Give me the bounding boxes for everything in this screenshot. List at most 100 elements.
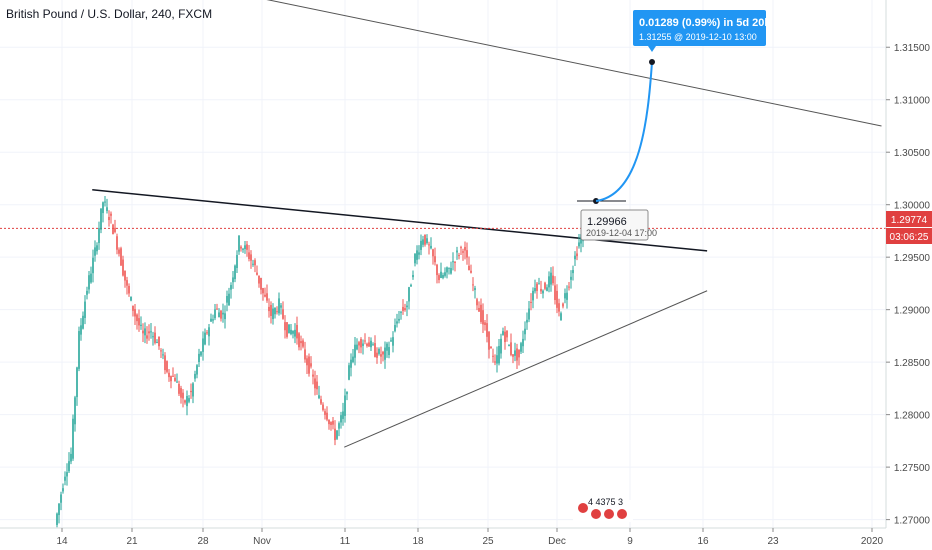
candle-body xyxy=(426,238,428,243)
price-axis[interactable]: 1.31500 1.31000 1.30500 1.30000 1.29500 1.290… xyxy=(886,43,931,527)
candle-body xyxy=(578,242,580,247)
candle-body xyxy=(574,255,576,260)
svg-text:03:06:25: 03:06:25 xyxy=(890,232,929,243)
candle-body xyxy=(336,430,338,439)
candle-body xyxy=(498,345,500,364)
candle-body xyxy=(106,207,108,211)
x-tick-label: 14 xyxy=(56,536,68,547)
candle-body xyxy=(190,390,192,393)
events-flags[interactable]: 4 4375 3 xyxy=(573,497,633,522)
candle-body xyxy=(546,287,548,291)
candle-body xyxy=(174,377,176,382)
candle-body xyxy=(254,260,256,266)
x-tick-label: 21 xyxy=(126,536,138,547)
candle-body xyxy=(64,476,66,481)
candle-body xyxy=(66,472,68,477)
candle-body xyxy=(524,328,526,335)
candle-body xyxy=(276,311,278,313)
candle-body xyxy=(280,305,282,308)
x-tick-label: 18 xyxy=(412,536,424,547)
candle-body xyxy=(222,312,224,315)
candle-body xyxy=(544,282,546,289)
candle-body xyxy=(488,331,490,350)
time-axis[interactable]: 14 21 28 Nov 11 18 25 Dec 9 16 23 2020 xyxy=(56,528,884,547)
candle-body xyxy=(68,461,70,472)
candle-body xyxy=(144,328,146,336)
candle-body xyxy=(412,274,414,278)
candle-body xyxy=(394,325,396,332)
candle-body xyxy=(114,227,116,233)
candle-body xyxy=(302,340,304,347)
candle-body xyxy=(82,315,84,329)
candle-body xyxy=(102,202,104,214)
candle-body xyxy=(286,322,288,337)
candle-body xyxy=(154,332,156,343)
x-tick-label: 25 xyxy=(482,536,494,547)
candle-body xyxy=(310,363,312,367)
candle-body xyxy=(294,329,296,337)
target-marker[interactable]: 0.01289 (0.99%) in 5d 20h 1.31255 @ 2019… xyxy=(633,10,771,52)
candle-body xyxy=(120,248,122,266)
candle-body xyxy=(290,329,292,335)
candle-body xyxy=(560,313,562,321)
candle-body xyxy=(562,303,564,307)
y-tick-label: 1.28000 xyxy=(894,411,931,422)
candle-body xyxy=(480,304,482,322)
candle-body xyxy=(556,290,558,308)
candle-body xyxy=(552,275,554,284)
candle-body xyxy=(368,342,370,347)
candle-body xyxy=(282,309,284,319)
projection-curve[interactable] xyxy=(595,61,653,202)
candle-body xyxy=(344,395,346,416)
candle-body xyxy=(314,378,316,389)
candle-body xyxy=(328,420,330,425)
candle-body xyxy=(422,239,424,245)
candle-body xyxy=(284,322,286,331)
candle-body xyxy=(576,253,578,257)
candle-body xyxy=(428,244,430,246)
candle-body xyxy=(380,354,382,357)
candle-body xyxy=(386,343,388,351)
trendline-long-channel xyxy=(266,0,882,127)
trendline-lower-support xyxy=(344,290,708,448)
candle-body xyxy=(140,324,142,326)
candle-body xyxy=(116,236,118,250)
candle-body xyxy=(528,308,530,320)
candle-body xyxy=(350,359,352,368)
candle-body xyxy=(456,250,458,253)
candle-body xyxy=(554,285,556,301)
candle-body xyxy=(172,375,174,377)
target-point[interactable] xyxy=(649,59,655,65)
candle-body xyxy=(388,347,390,356)
candle-body xyxy=(202,338,204,352)
candle-body xyxy=(466,250,468,258)
candle-body xyxy=(168,372,170,378)
candle-body xyxy=(248,252,250,259)
candle-body xyxy=(74,397,76,425)
candle-body xyxy=(402,306,404,311)
candle-body xyxy=(382,351,384,355)
candle-body xyxy=(410,284,412,287)
current-price-marker[interactable]: 1.29966 2019-12-04 17:00 xyxy=(577,198,657,241)
candle-body xyxy=(324,411,326,415)
candle-body xyxy=(496,355,498,364)
candle-body xyxy=(472,284,474,286)
candle-body xyxy=(234,265,236,280)
x-tick-label: 16 xyxy=(697,536,709,547)
candle-body xyxy=(126,280,128,286)
candle-body xyxy=(476,299,478,306)
candle-body xyxy=(346,391,348,395)
candle-body xyxy=(240,246,242,249)
candle-body xyxy=(534,288,536,292)
candle-body xyxy=(198,353,200,362)
y-tick-label: 1.31000 xyxy=(894,96,931,107)
candle-body xyxy=(548,276,550,288)
candle-body xyxy=(268,306,270,312)
candle-body xyxy=(486,323,488,337)
candle-body xyxy=(264,294,266,297)
y-tick-label: 1.29500 xyxy=(894,253,931,264)
candle-body xyxy=(570,276,572,280)
candle-body xyxy=(446,267,448,273)
candle-body xyxy=(188,398,190,402)
